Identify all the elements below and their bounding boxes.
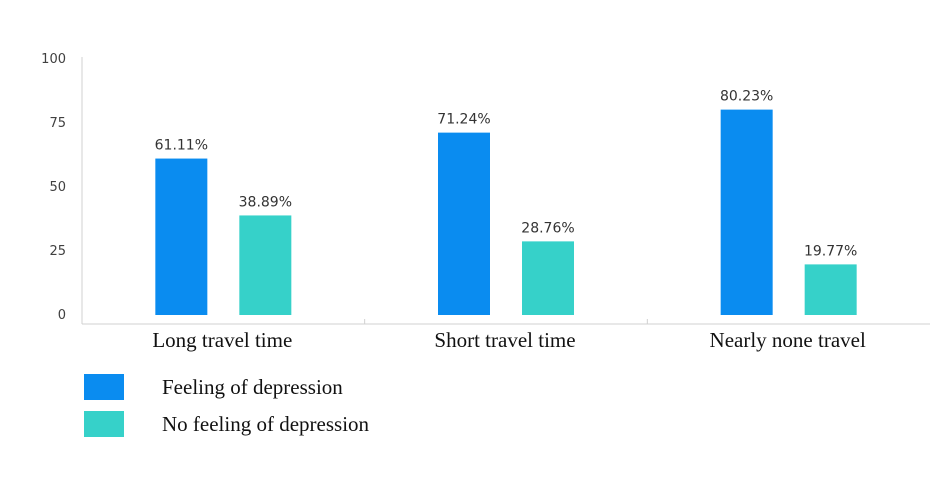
data-label: 71.24% [437, 112, 490, 128]
data-label: 80.23% [720, 89, 773, 105]
x-category-label: Short travel time [434, 328, 575, 352]
y-tick-label: 50 [49, 180, 66, 195]
bar [155, 158, 208, 315]
bar [522, 241, 574, 315]
legend-label-feeling: Feeling of depression [162, 374, 343, 399]
data-label: 38.89% [239, 194, 292, 210]
bar [438, 132, 490, 315]
y-tick-label: 75 [49, 116, 66, 131]
y-tick-label: 100 [41, 52, 66, 67]
data-label: 28.76% [521, 220, 574, 236]
bar [720, 109, 773, 315]
legend-swatch-feeling [84, 374, 124, 400]
x-category-label: Long travel time [152, 328, 292, 352]
legend-swatch-no-feeling [84, 411, 124, 437]
legend-label-no-feeling: No feeling of depression [162, 411, 370, 436]
bar [239, 215, 292, 315]
data-label: 61.11% [155, 138, 208, 154]
legend-item-feeling: Feeling of depression [84, 373, 343, 401]
bar [804, 264, 857, 315]
y-tick-label: 25 [49, 244, 66, 259]
data-label: 19.77% [804, 243, 857, 259]
y-tick-label: 0 [58, 308, 66, 323]
legend-item-no-feeling: No feeling of depression [84, 410, 369, 438]
x-category-label: Nearly none travel [710, 328, 866, 352]
